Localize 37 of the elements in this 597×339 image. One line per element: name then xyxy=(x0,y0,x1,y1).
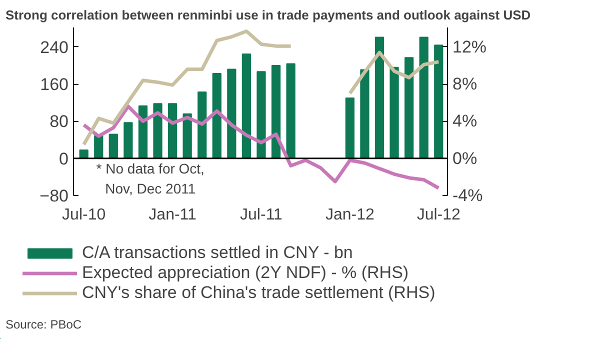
annotation: * No data for Oct, Nov, Dec 2011 xyxy=(96,160,204,197)
bar xyxy=(404,57,414,159)
y2-tick-label: 4% xyxy=(452,112,478,131)
bar xyxy=(124,122,133,159)
bar xyxy=(434,44,444,159)
bar xyxy=(390,66,399,159)
bar xyxy=(419,36,428,159)
bar xyxy=(271,65,281,159)
bar xyxy=(212,72,222,159)
legend-label: CNY's share of China's trade settlement (RHS) xyxy=(82,283,436,303)
y2-tick-label: 12% xyxy=(452,37,487,56)
y2-tick-label: -4% xyxy=(452,186,483,205)
y2-tick-label: 8% xyxy=(452,74,478,94)
bar xyxy=(227,68,236,159)
bar xyxy=(198,92,207,159)
source-note: Source: PBoC xyxy=(6,318,82,332)
bar xyxy=(242,53,252,159)
y2-tick-label: 0% xyxy=(452,148,478,168)
bar xyxy=(108,134,118,159)
legend-label: C/A transactions settled in CNY - bn xyxy=(82,243,353,263)
bar xyxy=(374,36,384,159)
y-tick-label: −80 xyxy=(40,186,69,206)
bar xyxy=(360,69,370,159)
x-tick-label: Jan-11 xyxy=(148,206,197,224)
x-tick-label: Jul-11 xyxy=(240,206,283,224)
y-tick-label: 160 xyxy=(40,75,69,94)
bar xyxy=(256,71,266,159)
x-tick-label: Jan-12 xyxy=(325,206,374,224)
bar xyxy=(345,98,354,159)
y-tick-label: 0 xyxy=(59,149,69,168)
x-tick-label: Jul-10 xyxy=(62,206,106,224)
x-tick-label: Jul-12 xyxy=(416,206,461,224)
chart-title: Strong correlation between renminbi use in trade payments and outlook against USD xyxy=(6,8,531,22)
y-tick-label: 80 xyxy=(50,112,69,132)
y-tick-label: 240 xyxy=(40,38,69,57)
legend-label: Expected appreciation (2Y NDF) - % (RHS) xyxy=(82,263,409,283)
bar xyxy=(286,63,296,159)
